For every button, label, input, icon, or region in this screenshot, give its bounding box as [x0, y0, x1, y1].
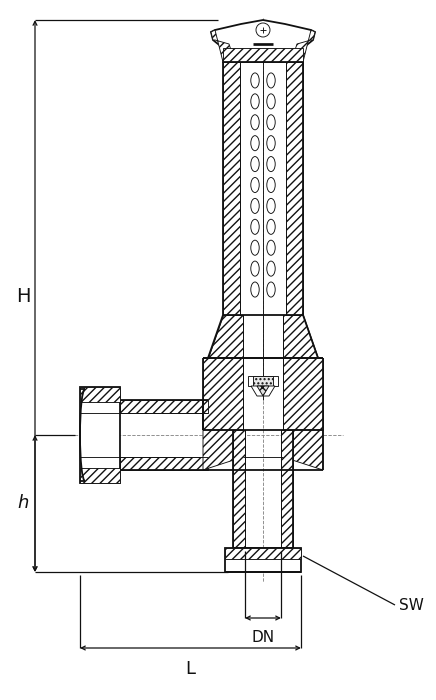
Polygon shape	[225, 548, 301, 559]
Polygon shape	[80, 468, 120, 483]
Text: h: h	[17, 494, 29, 512]
Ellipse shape	[251, 240, 259, 256]
Ellipse shape	[251, 115, 259, 130]
Polygon shape	[80, 387, 120, 402]
Ellipse shape	[251, 219, 259, 234]
Ellipse shape	[267, 115, 275, 130]
Polygon shape	[251, 386, 275, 396]
Ellipse shape	[251, 136, 259, 150]
Ellipse shape	[267, 73, 275, 88]
Polygon shape	[225, 548, 301, 572]
Ellipse shape	[267, 136, 275, 150]
Polygon shape	[281, 430, 293, 548]
Polygon shape	[283, 358, 323, 430]
Text: L: L	[185, 660, 195, 678]
Polygon shape	[283, 315, 318, 358]
Polygon shape	[211, 20, 315, 62]
Ellipse shape	[251, 157, 259, 172]
Ellipse shape	[267, 261, 275, 277]
Ellipse shape	[251, 94, 259, 109]
Polygon shape	[120, 457, 208, 470]
Ellipse shape	[251, 178, 259, 193]
Polygon shape	[203, 430, 243, 470]
Text: SW: SW	[399, 598, 424, 612]
Ellipse shape	[267, 219, 275, 234]
Polygon shape	[233, 430, 245, 548]
Polygon shape	[286, 62, 303, 315]
Ellipse shape	[251, 261, 259, 277]
Polygon shape	[223, 62, 240, 315]
Polygon shape	[223, 48, 303, 62]
Polygon shape	[208, 315, 243, 358]
Ellipse shape	[267, 198, 275, 214]
Polygon shape	[248, 376, 278, 386]
Ellipse shape	[267, 282, 275, 297]
Polygon shape	[211, 30, 235, 62]
Polygon shape	[283, 430, 323, 470]
Ellipse shape	[267, 157, 275, 172]
Ellipse shape	[267, 240, 275, 256]
Polygon shape	[203, 358, 243, 430]
Ellipse shape	[267, 94, 275, 109]
Polygon shape	[80, 387, 120, 483]
Ellipse shape	[251, 73, 259, 88]
Polygon shape	[253, 376, 273, 386]
Ellipse shape	[267, 178, 275, 193]
Polygon shape	[257, 386, 269, 396]
Polygon shape	[291, 30, 315, 62]
Polygon shape	[120, 400, 208, 413]
Text: H: H	[16, 286, 30, 305]
Text: DN: DN	[252, 630, 275, 645]
Ellipse shape	[251, 282, 259, 297]
Ellipse shape	[251, 198, 259, 214]
